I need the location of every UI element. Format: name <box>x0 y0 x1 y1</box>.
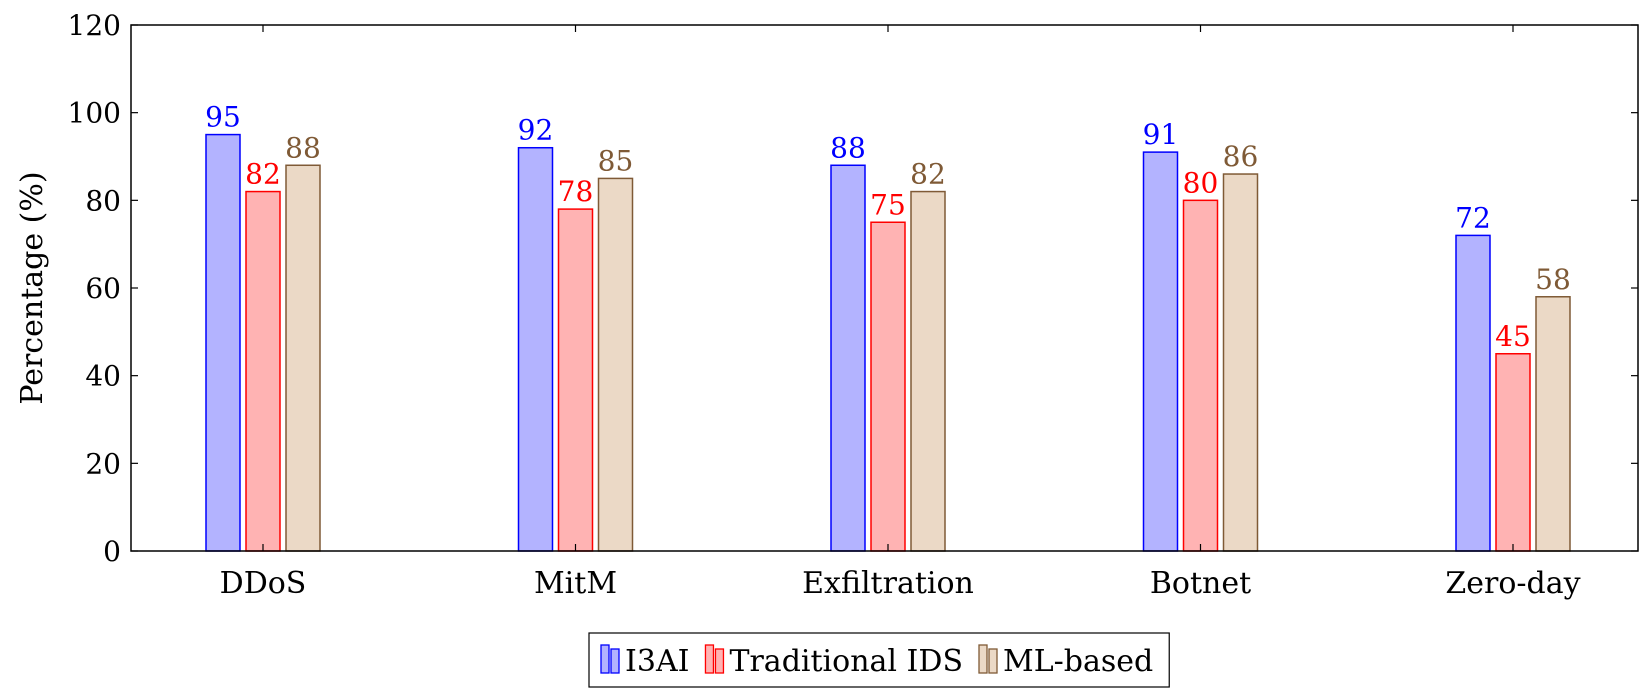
y-tick-label: 80 <box>85 184 121 217</box>
legend-swatch <box>600 644 610 674</box>
data-label: 88 <box>830 131 866 164</box>
legend-swatch <box>978 644 988 674</box>
bar-traditional-ids <box>557 208 594 552</box>
legend: I3AI Traditional IDS ML-based <box>588 632 1170 688</box>
bar-i3ai <box>1455 234 1491 552</box>
legend-swatch <box>714 648 725 674</box>
bar-ml-based <box>597 177 634 552</box>
plot-area <box>205 133 1571 552</box>
legend-label: I3AI <box>625 644 689 679</box>
data-label: 95 <box>205 101 241 134</box>
y-tick-label: 20 <box>85 447 121 480</box>
legend-label: Traditional IDS <box>729 644 963 679</box>
axis-ticks <box>131 24 1638 552</box>
x-category-label: Botnet <box>1150 566 1251 601</box>
data-label: 78 <box>558 175 594 208</box>
legend-swatch <box>988 648 998 674</box>
data-label: 91 <box>1143 118 1179 151</box>
data-label: 85 <box>598 144 634 177</box>
data-label: 82 <box>910 158 946 191</box>
y-tick-label: 40 <box>85 360 121 393</box>
bar-ml-based <box>910 190 946 552</box>
bar-i3ai <box>517 146 554 552</box>
legend-swatch <box>704 644 715 674</box>
bar-traditional-ids <box>1495 353 1531 552</box>
x-category-label: DDoS <box>220 566 307 601</box>
data-label: 75 <box>870 188 906 221</box>
y-tick-label: 100 <box>68 97 121 130</box>
data-label: 92 <box>518 114 554 147</box>
y-tick-label: 120 <box>68 9 121 42</box>
bar-i3ai <box>1142 151 1179 552</box>
data-label: 88 <box>285 131 321 164</box>
legend-label: ML-based <box>1003 644 1153 679</box>
x-category-label: Exfiltration <box>802 566 974 601</box>
legend-box <box>588 632 1170 688</box>
legend-swatch <box>610 648 620 674</box>
bar-traditional-ids <box>245 190 281 552</box>
y-axis-title: Percentage (%) <box>15 171 50 404</box>
bar-traditional-ids <box>870 221 906 552</box>
data-label: 86 <box>1223 140 1259 173</box>
bar-ml-based <box>1535 296 1571 552</box>
data-label: 82 <box>245 158 281 191</box>
x-category-label: Zero-day <box>1445 566 1580 601</box>
data-label: 72 <box>1455 201 1491 234</box>
bar-ml-based <box>285 164 321 552</box>
data-label: 80 <box>1183 166 1219 199</box>
bar-i3ai <box>205 133 241 552</box>
data-label: 45 <box>1495 320 1531 353</box>
bar-traditional-ids <box>1182 199 1219 552</box>
bar-ml-based <box>1222 173 1259 552</box>
axis-labels: 020406080100120DDoS958288MitM927885Exfil… <box>68 9 1581 601</box>
data-label: 58 <box>1535 263 1571 296</box>
y-tick-label: 60 <box>85 272 121 305</box>
y-tick-label: 0 <box>103 535 121 568</box>
bar-i3ai <box>830 164 866 552</box>
x-category-label: MitM <box>534 566 617 601</box>
